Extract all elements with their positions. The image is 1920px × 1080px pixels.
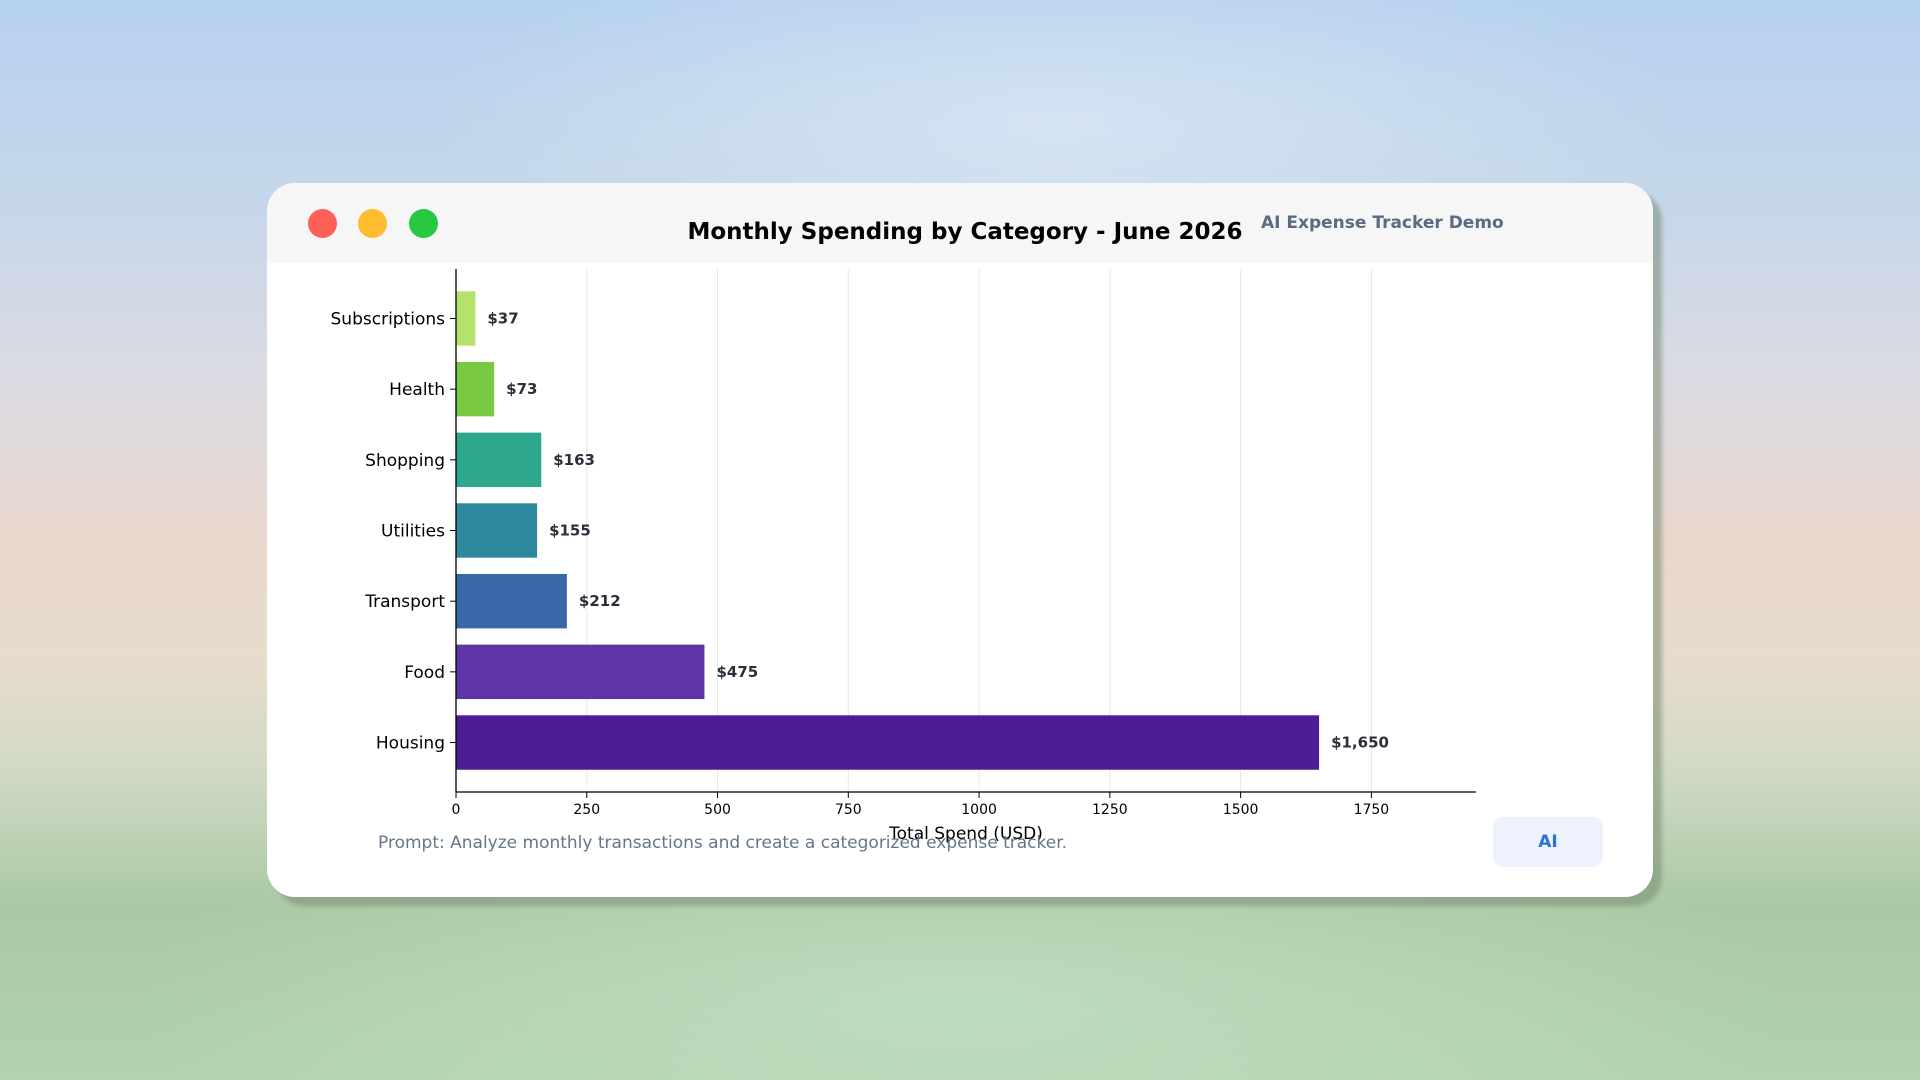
value-label: $1,650	[1331, 734, 1389, 752]
x-tick-label: 1250	[1092, 802, 1128, 818]
category-label: Subscriptions	[331, 309, 446, 329]
x-tick-label: 750	[835, 802, 862, 818]
category-label: Utilities	[381, 522, 445, 542]
value-label: $163	[553, 451, 595, 469]
category-label: Housing	[376, 734, 445, 754]
spending-chart: $37 $73 $163 $155 $212 $475 $1,650 0 250 500 750 1…	[331, 219, 1476, 844]
bar-subscriptions	[456, 291, 476, 346]
value-label: $212	[579, 592, 621, 610]
category-label: Shopping	[365, 451, 445, 471]
x-axis-label: Total Spend (USD)	[888, 824, 1043, 844]
category-label: Food	[404, 663, 445, 683]
app-window: AI Expense Tracker Demo $37 $73 $163 $155 $2…	[267, 183, 1653, 897]
value-label: $475	[716, 663, 758, 681]
app-title: AI Expense Tracker Demo	[1261, 213, 1504, 233]
prompt-text: Prompt: Analyze monthly transactions and…	[378, 833, 1068, 853]
x-tick-label: 250	[573, 802, 600, 818]
value-label: $37	[487, 309, 518, 327]
bar-health	[456, 361, 495, 417]
bar-housing	[456, 715, 1320, 770]
chart-axes: 0 250 500 750 1000 1250 1500 1750 Subscriptions H…	[331, 269, 1476, 818]
chart-bars: $37 $73 $163 $155 $212 $475 $1,650	[456, 291, 1389, 770]
category-label: Health	[389, 380, 445, 400]
value-label: $155	[549, 522, 591, 540]
x-tick-label: 500	[704, 802, 731, 818]
title-bar: AI Expense Tracker Demo	[267, 183, 1653, 263]
x-tick-label: 1000	[961, 802, 997, 818]
bar-utilities	[456, 503, 538, 558]
close-window-button[interactable]	[308, 209, 337, 238]
bar-transport	[456, 573, 567, 629]
chart-title: Monthly Spending by Category - June 2026	[687, 219, 1242, 245]
x-tick-label: 1750	[1354, 802, 1390, 818]
x-tick-label: 0	[452, 802, 461, 818]
ai-button[interactable]: AI	[1493, 817, 1603, 867]
value-label: $73	[506, 380, 537, 398]
maximize-window-button[interactable]	[409, 209, 438, 238]
bar-shopping	[456, 432, 542, 488]
x-tick-label: 1500	[1223, 802, 1259, 818]
bar-food	[456, 644, 705, 700]
category-label: Transport	[364, 592, 445, 612]
minimize-window-button[interactable]	[358, 209, 387, 238]
chart-grid	[586, 269, 1372, 792]
